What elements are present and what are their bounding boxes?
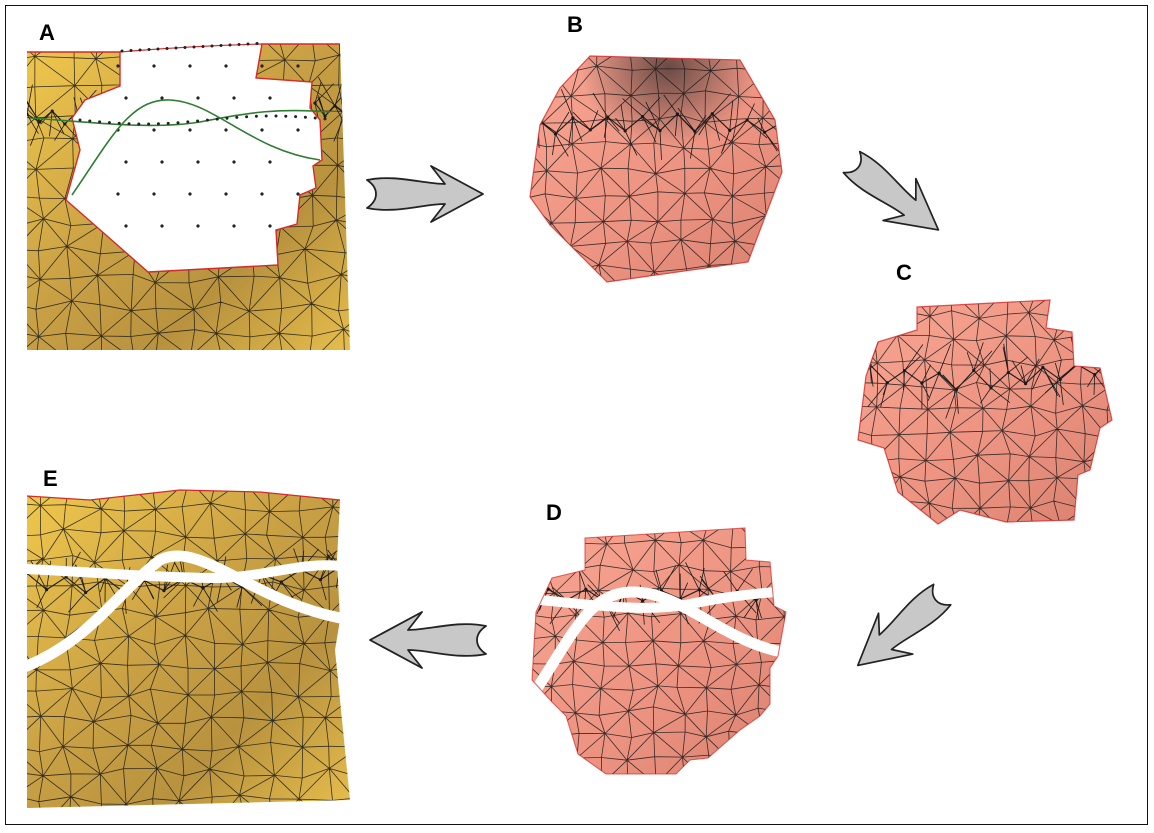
panel-label-b: B: [567, 12, 583, 37]
panel-a-feature-curves: [29, 99, 331, 196]
panel-d-cut-patch: [530, 527, 788, 775]
panel-e-final-surface: [21, 489, 350, 808]
panel-label-a: A: [39, 20, 55, 45]
panel-b-initial-patch: [529, 55, 783, 283]
panel-label-d: D: [546, 500, 562, 525]
panel-label-c: C: [896, 260, 912, 285]
panel-a-host-mesh: [27, 42, 350, 350]
panel-a-hole-boundary: [27, 43, 340, 273]
down-left-arrow-icon: [856, 583, 952, 667]
panel-e-cut-curves: [21, 550, 346, 672]
down-right-arrow-icon: [842, 150, 940, 231]
panel-label-e: E: [43, 466, 58, 491]
panel-c-refined-patch: [857, 299, 1113, 525]
left-arrow-icon: [369, 611, 487, 669]
figure-frame: [5, 5, 1148, 825]
panel-a-top-boundary-points: [119, 42, 263, 53]
panel-d-cut-curves: [530, 586, 788, 696]
right-arrow-icon: [366, 165, 484, 223]
